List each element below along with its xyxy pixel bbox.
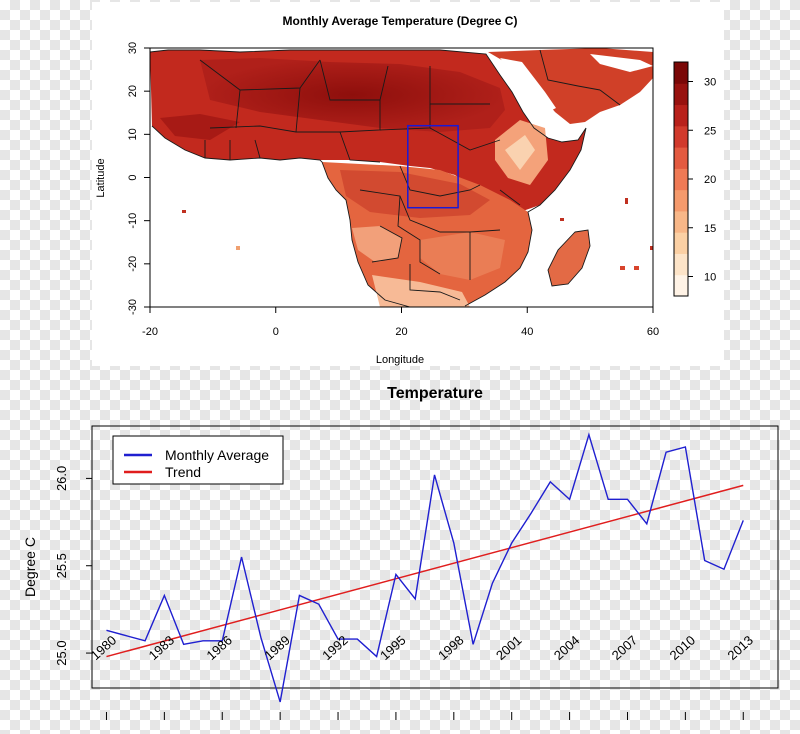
- island: [236, 246, 240, 250]
- year-label: 1983: [146, 632, 178, 662]
- year-label: 2010: [667, 632, 699, 662]
- trend-line: [106, 484, 744, 658]
- colorbar-swatch: [674, 125, 688, 148]
- map-y-tick-label: 0: [127, 174, 139, 180]
- sahara-hot-zone: [200, 58, 505, 132]
- line-chart-y-tick-label: 25.0: [54, 640, 69, 665]
- island: [560, 218, 564, 221]
- colorbar-tick-label: 30: [704, 77, 716, 89]
- colorbar: 10 15 20 25 30: [673, 61, 716, 297]
- island: [182, 210, 186, 213]
- colorbar-tick-label: 25: [704, 125, 716, 137]
- island: [625, 198, 628, 204]
- map-y-tick-label: -10: [127, 213, 139, 229]
- line-chart-title: Temperature: [387, 385, 483, 402]
- map-y-tick-label: -20: [127, 256, 139, 272]
- colorbar-tick-label: 10: [704, 272, 716, 284]
- map-x-tick-label: 0: [273, 326, 279, 338]
- colorbar-swatch: [674, 104, 688, 127]
- year-label: 2001: [493, 632, 525, 662]
- angola-plateau: [352, 226, 402, 262]
- congo-basin: [340, 170, 490, 218]
- colorbar-swatch: [674, 168, 688, 191]
- map-x-axis: -20 0 20 40 60: [142, 307, 659, 338]
- map-y-axis-label: Latitude: [95, 158, 107, 197]
- colorbar-swatch: [674, 253, 688, 276]
- line-chart-y-axis: 25.0 25.5 26.0: [54, 466, 92, 666]
- map-y-tick-label: 30: [127, 42, 139, 54]
- year-label: 1992: [319, 632, 351, 662]
- colorbar-swatch: [674, 210, 688, 233]
- line-chart-y-tick-label: 25.5: [54, 553, 69, 578]
- zambia-region: [420, 232, 505, 280]
- map-y-tick-label: 10: [127, 128, 139, 140]
- map-title: Monthly Average Temperature (Degree C): [283, 14, 518, 28]
- colorbar-swatch: [674, 147, 688, 169]
- year-label: 2004: [551, 632, 583, 662]
- colorbar-swatch: [674, 189, 688, 212]
- monthly-average-line: [106, 432, 744, 703]
- map-y-tick-label: -30: [127, 299, 139, 315]
- colorbar-tick-label: 15: [704, 223, 716, 235]
- red-sea: [500, 58, 556, 112]
- year-label: 2013: [724, 632, 756, 662]
- map-y-tick-label: 20: [127, 85, 139, 97]
- highlands-cool-zone: [505, 135, 535, 170]
- line-chart-y-tick-label: 26.0: [54, 466, 69, 491]
- temperature-heatmap: [150, 48, 653, 307]
- country-borders: [150, 49, 621, 307]
- map-x-axis-label: Longitude: [376, 354, 424, 366]
- map-x-tick-label: 60: [647, 326, 659, 338]
- study-area-box: [407, 124, 459, 209]
- map-y-axis: -30 -20 -10 0 10 20 30: [127, 42, 150, 315]
- colorbar-swatch: [674, 232, 688, 254]
- legend-box: [112, 435, 284, 485]
- colorbar-swatch: [674, 62, 688, 84]
- line-chart-y-axis-label: Degree C: [22, 537, 38, 597]
- legend-label-average: Monthly Average: [165, 447, 269, 463]
- legend-label-trend: Trend: [165, 464, 201, 480]
- line-plot-frame: [91, 425, 779, 689]
- year-label: 1986: [203, 632, 235, 662]
- west-africa-hot-zone: [160, 114, 240, 140]
- year-label: 1998: [435, 632, 467, 662]
- line-chart-x-axis: [105, 712, 744, 720]
- colorbar-swatch: [674, 83, 688, 106]
- map-x-tick-label: 40: [521, 326, 533, 338]
- map-x-tick-label: -20: [142, 326, 158, 338]
- colorbar-swatch: [674, 274, 688, 297]
- island: [650, 246, 653, 250]
- island: [634, 266, 639, 270]
- year-label: 2007: [609, 632, 641, 662]
- persian-gulf: [590, 54, 653, 72]
- colorbar-tick-label: 20: [704, 174, 716, 186]
- island: [620, 266, 625, 270]
- madagascar: [548, 230, 590, 286]
- map-x-tick-label: 20: [395, 326, 407, 338]
